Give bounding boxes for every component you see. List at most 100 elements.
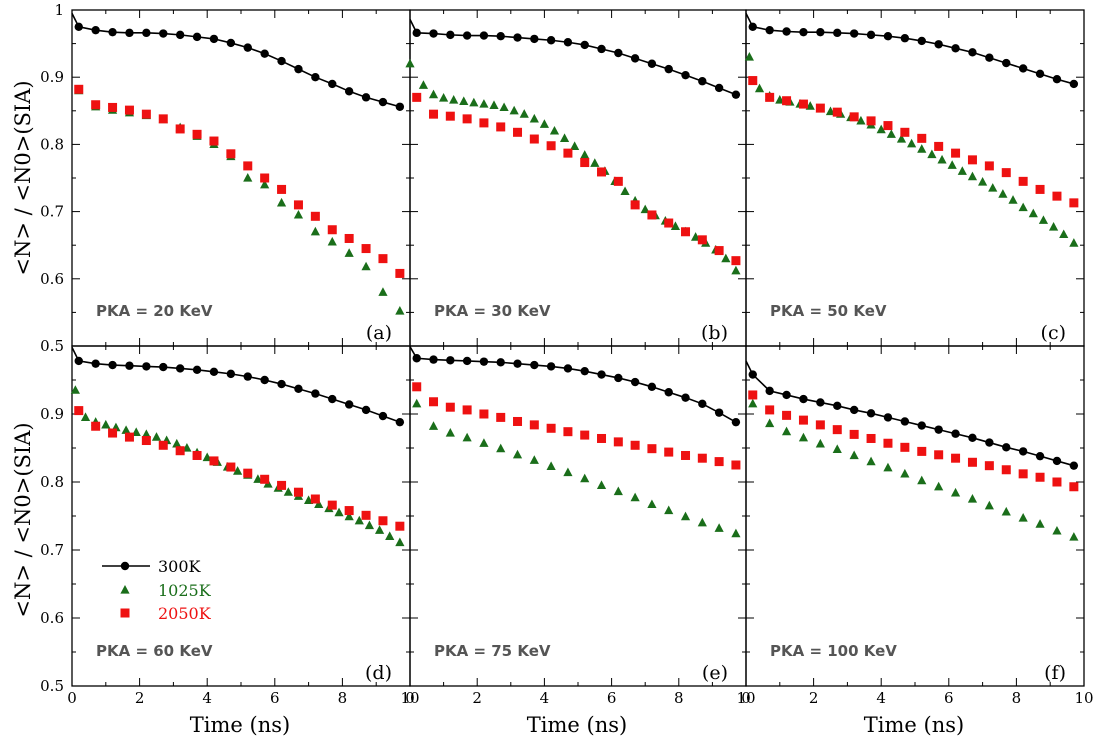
data-point-2050K (1001, 168, 1011, 178)
data-point-300K (277, 56, 286, 66)
data-point-2050K (1052, 191, 1062, 201)
data-point-2050K (344, 506, 354, 516)
data-point-1025K (489, 100, 499, 110)
data-point-300K (1002, 58, 1011, 68)
x-tick-label: 6 (607, 689, 617, 707)
data-point-1025K (445, 428, 455, 437)
data-point-1025K (957, 166, 967, 175)
data-point-1025K (529, 113, 539, 123)
data-point-1025K (519, 109, 529, 118)
data-point-300K (429, 29, 438, 38)
series-2050K (412, 92, 741, 266)
data-point-1025K (714, 523, 724, 532)
data-point-2050K (1035, 472, 1045, 482)
data-point-300K (563, 38, 573, 47)
x-tick-label: 4 (540, 689, 550, 707)
data-point-1025K (80, 412, 91, 421)
data-point-300K (260, 375, 269, 385)
data-point-1025K (361, 261, 371, 271)
data-point-2050K (951, 148, 961, 158)
data-point-2050K (412, 92, 422, 102)
data-point-2050K (158, 440, 168, 450)
data-point-300K (125, 28, 134, 38)
y-axis-title-bottom: <N> / <N0>(SIA) (11, 422, 35, 617)
data-point-300K (900, 34, 910, 43)
data-point-1025K (731, 528, 741, 538)
data-point-300K (209, 34, 219, 44)
data-point-2050K (412, 382, 422, 392)
data-point-2050K (832, 425, 842, 435)
data-point-2050K (1018, 469, 1028, 479)
data-point-1025K (1069, 532, 1079, 541)
data-point-1025K (886, 129, 896, 138)
data-point-1025K (233, 466, 243, 475)
data-point-1025K (580, 150, 590, 159)
panel-frame (409, 345, 747, 687)
series-300K (71, 347, 405, 427)
x-axis-title-left: Time (ns) (190, 713, 290, 737)
data-point-1025K (395, 537, 405, 547)
data-point-2050K (731, 256, 741, 266)
data-point-1025K (731, 265, 741, 275)
data-point-300K (429, 355, 438, 364)
x-tick-label: 0 (741, 689, 751, 707)
data-point-1025K (1035, 519, 1045, 528)
data-point-300K (782, 27, 791, 36)
pka-annotation: PKA = 75 KeV (434, 642, 551, 660)
data-point-1025K (260, 179, 270, 189)
legend-item-300K: 300K (102, 557, 202, 576)
data-point-300K (1035, 69, 1045, 79)
data-point-1025K (1069, 238, 1079, 247)
y-tick-label: 0.8 (40, 135, 64, 153)
data-point-1025K (395, 306, 405, 315)
data-point-300K (580, 40, 589, 50)
data-point-2050K (546, 141, 556, 151)
data-point-300K (597, 370, 606, 379)
panel-letter: (a) (366, 322, 392, 344)
data-point-300K (1052, 456, 1062, 466)
data-point-1025K (509, 105, 519, 115)
data-point-2050K (479, 409, 489, 419)
y-tick-label: 0.8 (40, 473, 64, 491)
data-point-1025K (469, 97, 479, 107)
y-tick-label: 0.6 (40, 270, 64, 288)
data-point-1025K (385, 531, 395, 540)
data-point-2050K (226, 149, 236, 159)
data-point-300K (883, 413, 893, 422)
data-point-1025K (754, 83, 765, 93)
data-point-300K (816, 398, 825, 407)
data-point-1025K (141, 429, 151, 438)
data-point-1025K (539, 119, 549, 128)
series-300K (745, 360, 1079, 470)
data-point-300K (1018, 447, 1028, 456)
data-point-300K (260, 49, 269, 58)
data-point-2050K (529, 420, 539, 430)
data-point-2050K (277, 184, 287, 194)
data-point-300K (1035, 451, 1045, 461)
data-point-1025K (998, 189, 1008, 198)
data-point-2050K (293, 200, 303, 210)
data-point-1025K (580, 473, 590, 483)
data-point-2050K (664, 447, 674, 457)
data-point-1025K (151, 432, 162, 441)
data-point-2050K (697, 235, 707, 245)
data-point-300K (344, 87, 354, 96)
data-point-1025K (243, 173, 253, 182)
data-point-1025K (765, 418, 775, 428)
data-point-300K (446, 356, 455, 365)
data-point-2050K (951, 453, 961, 463)
data-point-300K (698, 77, 707, 86)
panel-d: PKA = 60 KeV (d) (70, 345, 411, 687)
data-point-2050K (597, 433, 607, 443)
data-point-300K (496, 32, 505, 41)
data-point-2050K (1035, 184, 1045, 194)
data-point-300K (378, 97, 388, 107)
data-point-2050K (765, 92, 775, 102)
data-point-2050K (681, 450, 691, 460)
data-point-2050K (327, 225, 337, 235)
data-point-300K (226, 38, 236, 48)
data-point-1025K (988, 183, 998, 192)
x-tick-label: 8 (674, 689, 684, 707)
data-point-300K (294, 64, 303, 74)
data-point-300K (1069, 79, 1079, 89)
